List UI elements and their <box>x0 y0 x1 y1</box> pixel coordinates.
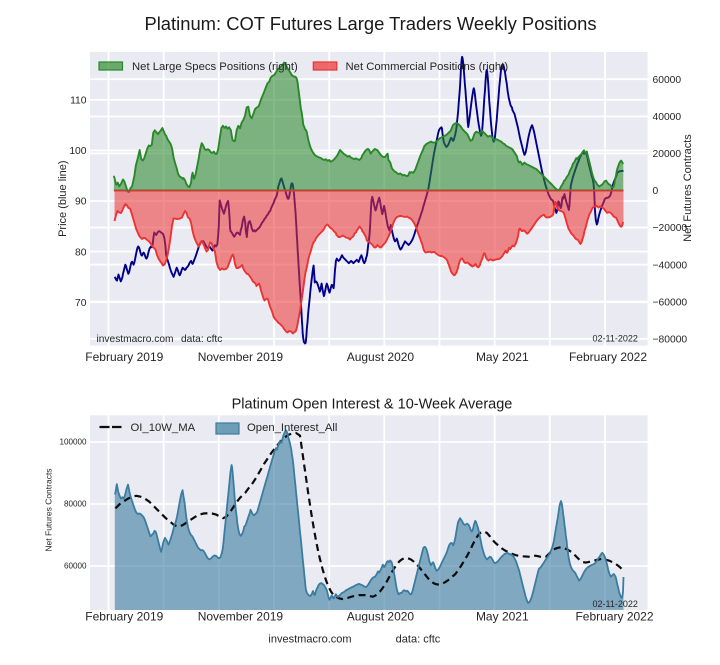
svg-text:100: 100 <box>69 146 86 157</box>
svg-text:Platinum Open Interest & 10-We: Platinum Open Interest & 10-Week Average <box>232 397 513 413</box>
svg-text:02-11-2022: 02-11-2022 <box>593 334 638 344</box>
svg-text:Net Futures Contracts: Net Futures Contracts <box>682 134 694 242</box>
svg-text:February 2019: February 2019 <box>85 610 163 624</box>
svg-text:0: 0 <box>653 186 659 197</box>
svg-text:60000: 60000 <box>64 562 87 571</box>
svg-text:February 2019: February 2019 <box>85 350 163 364</box>
svg-text:August 2020: August 2020 <box>347 610 415 624</box>
svg-text:investmacro.com: investmacro.com <box>97 334 174 345</box>
svg-text:Net Commercial Positions (righ: Net Commercial Positions (right) <box>346 61 509 73</box>
svg-text:20000: 20000 <box>653 149 682 160</box>
svg-text:02-11-2022: 02-11-2022 <box>593 599 638 609</box>
svg-text:February 2022: February 2022 <box>569 350 647 364</box>
svg-text:investmacro.com: investmacro.com <box>268 634 351 646</box>
svg-text:Net Large Specs Positions (rig: Net Large Specs Positions (right) <box>132 61 298 73</box>
svg-text:80000: 80000 <box>64 500 87 509</box>
svg-text:November 2019: November 2019 <box>198 350 284 364</box>
svg-text:100000: 100000 <box>59 438 87 447</box>
svg-text:Price (blue line): Price (blue line) <box>57 160 69 236</box>
svg-text:August 2020: August 2020 <box>347 350 415 364</box>
svg-text:70: 70 <box>75 298 87 309</box>
svg-text:−60000: −60000 <box>653 297 688 308</box>
svg-text:80: 80 <box>75 247 87 258</box>
svg-text:110: 110 <box>70 96 87 107</box>
svg-text:Platinum: COT Futures Large Tr: Platinum: COT Futures Large Traders Week… <box>144 13 596 34</box>
svg-text:−40000: −40000 <box>653 260 688 271</box>
svg-text:Open_Interest_All: Open_Interest_All <box>247 422 337 434</box>
svg-text:data: cftc: data: cftc <box>181 334 222 345</box>
svg-text:OI_10W_MA: OI_10W_MA <box>131 422 196 434</box>
svg-text:May 2021: May 2021 <box>476 610 529 624</box>
svg-text:−80000: −80000 <box>653 335 688 346</box>
svg-text:Net Futures Contracts: Net Futures Contracts <box>44 468 54 551</box>
svg-text:May 2021: May 2021 <box>476 350 529 364</box>
svg-text:November 2019: November 2019 <box>198 610 284 624</box>
svg-text:40000: 40000 <box>653 112 682 123</box>
svg-text:−20000: −20000 <box>653 223 688 234</box>
svg-text:60000: 60000 <box>653 75 682 86</box>
svg-text:90: 90 <box>75 197 87 208</box>
svg-text:February 2022: February 2022 <box>575 610 653 624</box>
svg-text:data: cftc: data: cftc <box>396 634 441 646</box>
